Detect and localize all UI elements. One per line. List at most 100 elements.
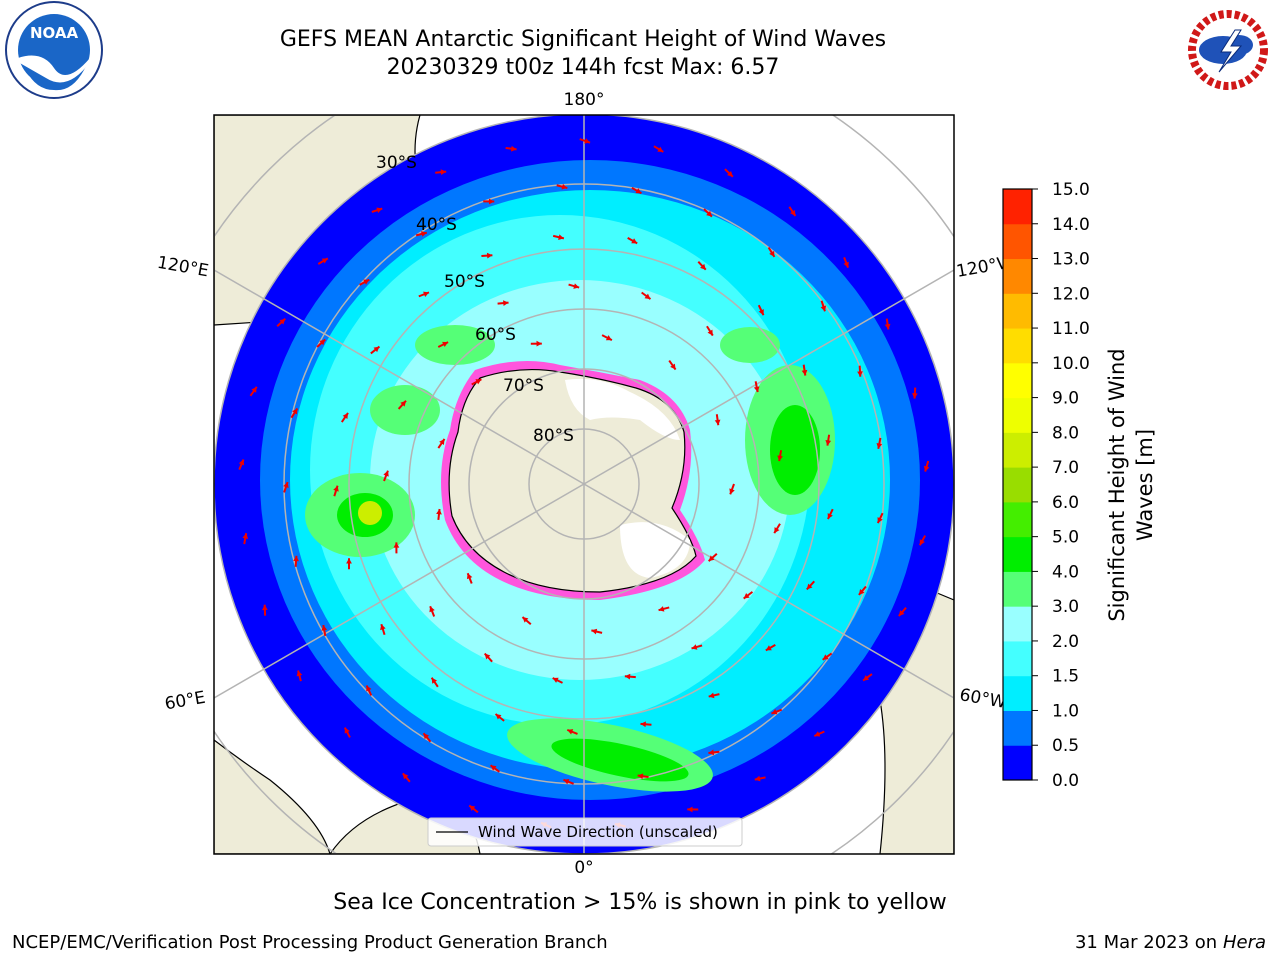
wave-direction-arrowhead (687, 806, 693, 813)
wave-direction-arrowhead (707, 329, 713, 336)
wave-direction-arrowhead (884, 323, 891, 330)
wave-direction-arrowhead (442, 341, 449, 348)
wave-direction-arrowhead (771, 709, 778, 715)
colorbar-swatch (1003, 710, 1032, 746)
wave-direction-arrowhead (827, 513, 833, 520)
wave-direction-arrowhead (490, 765, 497, 771)
colorbar-swatch (1003, 640, 1032, 677)
wave-direction-arrowhead (319, 339, 326, 346)
wave-direction-arrowhead (573, 283, 580, 289)
colorbar-tick-label: 6.0 (1052, 493, 1079, 513)
wave-direction-arrowhead (777, 455, 783, 462)
wave-direction-arrowhead (700, 263, 706, 270)
wave-direction-arrowhead (431, 677, 438, 684)
colorbar-swatch (1003, 606, 1032, 642)
colorbar-tick-label: 0.5 (1052, 736, 1079, 756)
colorbar-swatch (1003, 328, 1032, 364)
wave-direction-arrowhead (423, 733, 430, 740)
wave-direction-arrowhead (503, 300, 509, 306)
wave-direction-arrowhead (400, 400, 407, 407)
wave-direction-arrowhead (714, 419, 721, 426)
wave-direction-arrowhead (333, 485, 339, 492)
wave-direction-arrowhead (790, 209, 796, 216)
wave-direction-arrowhead (429, 606, 435, 613)
wave-direction-arrowhead (919, 539, 925, 546)
map-legend-box (427, 817, 743, 847)
wave-direction-arrowhead (402, 773, 409, 780)
wave-direction-arrowhead (670, 363, 676, 370)
wave-direction-arrowhead (923, 465, 930, 472)
wave-direction-arrowhead (825, 439, 832, 446)
wave-direction-arrowhead (421, 231, 427, 237)
lon-label-60w: 60°W (958, 685, 1008, 713)
wave-direction-arrowhead (279, 318, 286, 325)
wave-direction-arrowhead (558, 234, 564, 240)
wave-direction-arrowhead (561, 183, 568, 190)
colorbar-swatch (1003, 397, 1032, 433)
wave-direction-arrowhead (296, 670, 303, 677)
wave-direction-arrowhead (801, 369, 808, 376)
wave-direction-arrowhead (567, 729, 574, 735)
wave-direction-arrowhead (262, 604, 268, 611)
lat-label-30s: 30°S (376, 153, 417, 173)
wave-direction-arrowhead (292, 408, 298, 415)
wave-direction-arrowhead (366, 685, 372, 692)
colorbar-tick-label: 7.0 (1052, 458, 1079, 478)
wave-direction-arrowhead (769, 250, 775, 257)
wave-direction-arrowhead (624, 673, 631, 680)
wave-direction-arrowhead (753, 386, 760, 393)
wave-direction-arrowhead (758, 309, 764, 316)
colorbar-border (1002, 188, 1033, 781)
lon-label-60e: 60°E (163, 688, 207, 715)
footer-date: 31 Mar 2023 on Hera (1075, 932, 1266, 953)
wave-direction-arrowhead (743, 593, 750, 599)
wave-direction-arrowhead (344, 727, 350, 734)
wave-direction-arrowhead (822, 654, 829, 660)
wave-direction-arrowhead (898, 610, 905, 616)
colorbar-swatch (1003, 467, 1032, 503)
wave-direction-arrowhead (631, 238, 638, 244)
footer-left: NCEP/EMC/Verification Post Processing Pr… (12, 932, 608, 953)
wave-direction-arrowhead (346, 558, 352, 564)
map-title: GEFS MEAN Antarctic Significant Height o… (279, 27, 887, 52)
wave-direction-arrowhead (238, 459, 245, 466)
wave-direction-arrowhead (708, 692, 715, 699)
wave-direction-arrowhead (373, 346, 380, 353)
wave-direction-arrowhead (486, 252, 493, 259)
lat-label-80s: 80°S (533, 426, 574, 446)
map-legend-label: Wind Wave Direction (unscaled) (478, 823, 718, 841)
wave-direction-arrowhead (536, 340, 542, 347)
wave-direction-arrowhead (605, 335, 612, 341)
wave-direction-arrowhead (475, 379, 482, 385)
wave-direction-arrowhead (765, 645, 772, 651)
lat-label-40s: 40°S (416, 215, 457, 235)
wave-direction-arrowhead (321, 258, 328, 264)
wave-direction-arrowhead (774, 527, 780, 534)
footer-machine: Hera (1222, 932, 1266, 953)
colorbar-swatch (1003, 258, 1032, 294)
wave-direction-arrowhead (495, 714, 502, 720)
wave-direction-arrowhead (637, 773, 644, 780)
colorbar-tick-label: 9.0 (1052, 389, 1079, 409)
wave-direction-arrowhead (439, 438, 445, 445)
wave-direction-arrowhead (321, 625, 328, 631)
colorbar-swatch (1003, 362, 1032, 399)
colorbar: 15.0 14.0 13.0 12.0 11.0 10.0 9.0 8.0 7.0 6.0 5.0 4… (1002, 180, 1090, 791)
wave-direction-arrowhead (857, 371, 863, 377)
wave-direction-arrowhead (440, 169, 447, 176)
wave-direction-arrowhead (522, 617, 529, 623)
noaa-logo: NOAA (5, 1, 103, 99)
wave-direction-arrowhead (876, 443, 883, 449)
wave-direction-arrowhead (863, 675, 870, 681)
lat-label-60s: 60°S (475, 325, 516, 345)
wave-direction-arrowhead (691, 644, 698, 650)
wave-direction-arrowhead (242, 533, 249, 539)
wave-direction-arrowhead (469, 805, 476, 812)
sea-ice-caption: Sea Ice Concentration > 15% is shown in … (333, 890, 947, 915)
lon-label-180: 180° (564, 90, 605, 110)
colorbar-tick-label: 10.0 (1052, 354, 1090, 374)
wave-direction-arrowhead (466, 573, 473, 580)
wave-direction-arrowhead (729, 488, 735, 495)
colorbar-tick-label: 13.0 (1052, 250, 1090, 270)
